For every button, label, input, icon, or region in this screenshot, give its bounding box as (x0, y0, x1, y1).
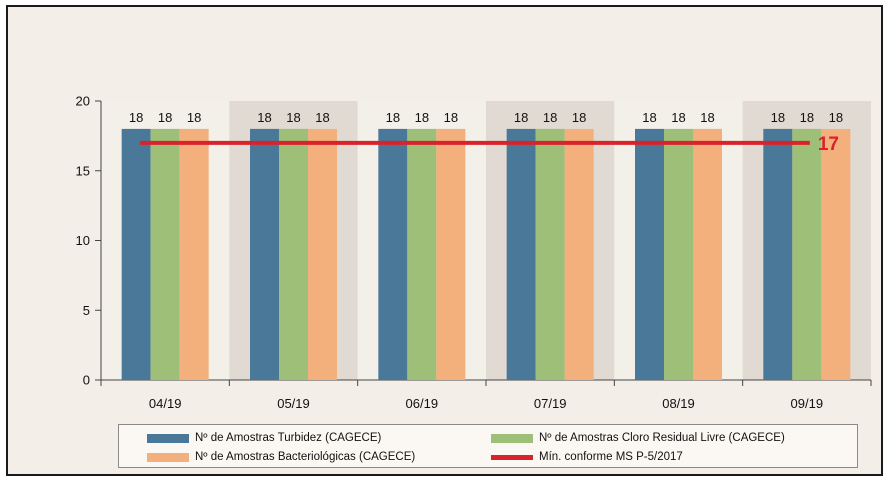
x-tick-label: 06/19 (406, 396, 439, 411)
legend-swatch-minimo (491, 454, 533, 460)
legend-item-turbidez: Nº de Amostras Turbidez (CAGECE) (147, 429, 381, 447)
bar (179, 128, 209, 380)
x-tick-label: 09/19 (791, 396, 824, 411)
bar (378, 128, 408, 380)
bar-value-label: 18 (829, 110, 843, 125)
x-tick-label: 05/19 (277, 396, 310, 411)
legend-item-minimo: Mín. conforme MS P-5/2017 (491, 448, 683, 466)
reference-line-label: 17 (818, 134, 839, 155)
bar-value-label: 18 (671, 110, 685, 125)
legend-label-bacteriologicas: Nº de Amostras Bacteriológicas (CAGECE) (195, 451, 416, 463)
bar-value-label: 18 (257, 110, 271, 125)
data-labels: 18 18 18 18 18 18 18 18 18 18 18 18 18 18 18 18 18 18 (129, 110, 843, 125)
bar-value-label: 18 (642, 110, 656, 125)
bar-value-label: 18 (315, 110, 329, 125)
bar (436, 128, 466, 380)
bar (506, 128, 536, 380)
bar-value-label: 18 (444, 110, 458, 125)
bar-value-label: 18 (543, 110, 557, 125)
bar-value-label: 18 (572, 110, 586, 125)
legend-swatch-turbidez (147, 433, 189, 443)
y-tick-label: 0 (83, 373, 90, 388)
bar (150, 128, 180, 380)
bar-value-label: 18 (771, 110, 785, 125)
legend-item-cloro: Nº de Amostras Cloro Residual Livre (CAG… (491, 429, 785, 447)
y-tick-label: 15 (76, 163, 90, 178)
bar-value-label: 18 (700, 110, 714, 125)
legend-label-minimo: Mín. conforme MS P-5/2017 (539, 451, 683, 463)
reference-line: 17 (140, 134, 839, 155)
y-tick-label: 20 (76, 94, 90, 109)
bar-value-label: 18 (800, 110, 814, 125)
bar (763, 128, 793, 380)
bar-value-label: 18 (286, 110, 300, 125)
bar (308, 128, 337, 380)
y-tick-label: 5 (83, 303, 90, 318)
bars (121, 128, 851, 380)
x-tick-label: 07/19 (534, 396, 567, 411)
bar (407, 128, 437, 380)
bar-value-label: 18 (514, 110, 528, 125)
bar (792, 128, 822, 380)
bar-value-label: 18 (415, 110, 429, 125)
bar (121, 128, 151, 380)
bar-value-label: 18 (187, 110, 201, 125)
legend-item-bacteriologicas: Nº de Amostras Bacteriológicas (CAGECE) (147, 448, 415, 466)
x-tick-label: 08/19 (662, 396, 695, 411)
bar-value-label: 18 (386, 110, 400, 125)
bar (250, 128, 279, 380)
bar (664, 128, 693, 380)
legend: Nº de Amostras Turbidez (CAGECE) Nº de A… (118, 424, 858, 468)
x-tick-label: 04/19 (149, 396, 182, 411)
bar (821, 128, 851, 380)
legend-swatch-bacteriologicas (147, 452, 189, 462)
bar-value-label: 18 (158, 110, 172, 125)
bar (279, 128, 308, 380)
y-tick-label: 10 (76, 233, 90, 248)
bar (693, 128, 722, 380)
axes: 0 5 10 15 20 04/19 05/19 06/19 07/19 08/19 09/19 (76, 94, 872, 411)
bar (635, 128, 664, 380)
bar (564, 128, 594, 380)
bar (535, 128, 565, 380)
bar-value-label: 18 (129, 110, 143, 125)
legend-label-turbidez: Nº de Amostras Turbidez (CAGECE) (195, 432, 382, 444)
legend-label-cloro: Nº de Amostras Cloro Residual Livre (CAG… (539, 432, 785, 444)
legend-swatch-cloro (491, 433, 533, 443)
